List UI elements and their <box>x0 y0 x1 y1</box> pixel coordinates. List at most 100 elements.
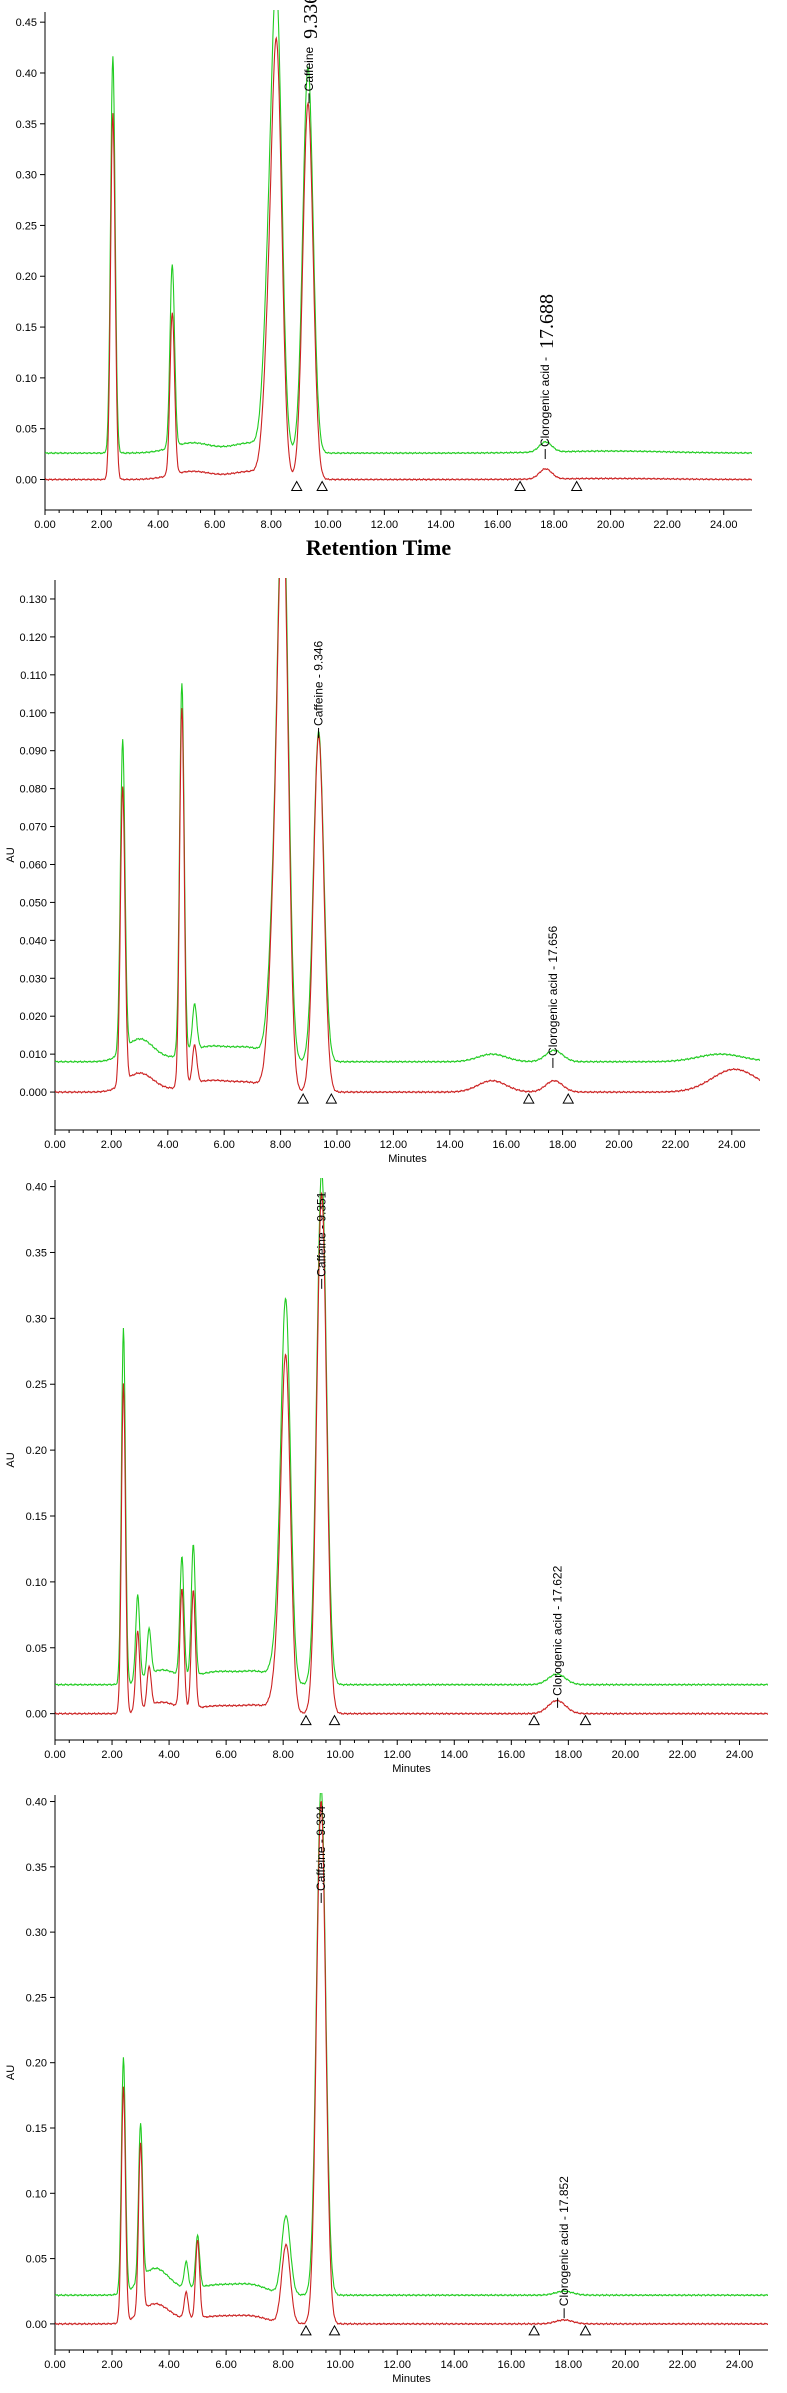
axes: 0.00 2.00 4.00 6.00 8.00 10.00 12.00 14.00 16.00… <box>26 1795 768 2371</box>
x-tick-label: 22.00 <box>669 2359 697 2371</box>
axes: 0.00 2.00 4.00 6.00 8.00 10.00 12.00 14.00 16.00… <box>26 1180 768 1761</box>
x-tick-label: 20.00 <box>612 2359 640 2371</box>
x-tick-label: 4.00 <box>147 519 168 531</box>
x-tick-label: 22.00 <box>662 1139 690 1151</box>
x-tick-label: 14.00 <box>436 1139 464 1151</box>
chromatogram-3: 0.00 2.00 4.00 6.00 8.00 10.00 12.00 14.00 16.00… <box>5 1178 768 1775</box>
series-line-1 <box>55 1178 768 1687</box>
peak-label: Clorogenic acid - 17.852 <box>557 2176 571 2306</box>
y-tick-label: 0.30 <box>26 1313 47 1325</box>
x-tick-label: 10.00 <box>326 1749 354 1761</box>
peak-value-label: 17.688 <box>536 294 558 349</box>
x-tick-label: 16.00 <box>492 1139 520 1151</box>
x-tick-label: 10.00 <box>314 519 342 531</box>
y-tick-label: 0.35 <box>26 1862 47 1874</box>
integration-marker <box>528 1714 540 1726</box>
x-tick-label: 22.00 <box>669 1749 697 1761</box>
y-tick-label: 0.15 <box>16 322 37 334</box>
integration-marker <box>328 2324 341 2336</box>
chromatogram-1: 0.00 2.00 4.00 6.00 8.00 10.00 12.00 14.00 16.00… <box>16 0 752 560</box>
series-line-1 <box>45 10 752 455</box>
y-tick-label: 0.45 <box>16 17 37 29</box>
integration-marker <box>562 1093 575 1104</box>
y-tick-label: 0.05 <box>16 424 37 436</box>
integration-marker <box>290 480 303 492</box>
x-axis-title: Minutes <box>392 2373 431 2385</box>
series-line-1 <box>55 578 760 1064</box>
y-tick-label: 0.00 <box>26 1709 47 1721</box>
y-tick-label: 0.110 <box>20 670 47 682</box>
x-tick-label: 8.00 <box>272 2359 293 2371</box>
x-tick-label: 8.00 <box>261 519 282 531</box>
x-tick-label: 2.00 <box>101 1749 122 1761</box>
y-tick-label: 0.15 <box>26 1511 47 1523</box>
y-tick-label: 0.35 <box>26 1247 47 1259</box>
y-tick-label: 0.040 <box>19 935 47 947</box>
x-tick-label: 20.00 <box>612 1749 640 1761</box>
traces <box>55 1793 768 2326</box>
y-tick-label: 0.40 <box>26 1182 47 1194</box>
x-axis-title: Minutes <box>388 1153 427 1165</box>
x-tick-label: 16.00 <box>498 2359 526 2371</box>
y-tick-label: 0.010 <box>19 1049 47 1061</box>
x-tick-label: 4.00 <box>158 1749 179 1761</box>
x-tick-label: 6.00 <box>215 2359 236 2371</box>
x-tick-label: 2.00 <box>101 2359 122 2371</box>
x-tick-label: 12.00 <box>383 1749 411 1761</box>
x-tick-label: 18.00 <box>549 1139 577 1151</box>
peak-label: Clorogenic acid - <box>538 357 552 447</box>
y-tick-label: 0.100 <box>19 708 47 720</box>
x-tick-label: 0.00 <box>34 519 55 531</box>
x-tick-label: 18.00 <box>540 519 568 531</box>
integration-marker <box>514 480 526 492</box>
x-tick-label: 20.00 <box>597 519 625 531</box>
x-tick-label: 14.00 <box>441 1749 469 1761</box>
y-tick-label: 0.10 <box>16 373 37 385</box>
x-tick-label: 0.00 <box>44 1749 65 1761</box>
x-tick-label: 14.00 <box>427 519 455 531</box>
series-line-2 <box>55 1191 768 1716</box>
y-tick-label: 0.10 <box>26 2188 47 2200</box>
y-axis-title: AU <box>5 2065 17 2080</box>
integration-marker <box>325 1093 338 1104</box>
y-tick-label: 0.20 <box>26 1445 47 1457</box>
x-tick-label: 24.00 <box>726 1749 754 1761</box>
series-line-2 <box>45 36 752 482</box>
x-tick-label: 24.00 <box>710 519 738 531</box>
series-line-2 <box>55 578 760 1094</box>
y-tick-label: 0.080 <box>19 784 47 796</box>
integration-marker <box>328 1714 341 1726</box>
y-tick-label: 0.30 <box>26 1927 47 1939</box>
peak-label: Caffeine - 9.334 <box>314 1805 328 1890</box>
integration-marker <box>528 2324 540 2336</box>
x-tick-label: 18.00 <box>555 2359 583 2371</box>
y-tick-label: 0.070 <box>19 822 47 834</box>
y-tick-label: 0.25 <box>16 220 37 232</box>
chromatogram-2: 0.00 2.00 4.00 6.00 8.00 10.00 12.00 14.00 16.00… <box>5 578 760 1165</box>
series-line-1 <box>55 1793 768 2297</box>
integration-marker <box>579 1714 592 1726</box>
peak-label: Clorogenic acid - 17.622 <box>551 1565 565 1695</box>
y-tick-label: 0.050 <box>19 897 47 909</box>
y-tick-label: 0.060 <box>19 859 47 871</box>
axes: 0.00 2.00 4.00 6.00 8.00 10.00 12.00 14.00 16.00… <box>16 12 752 531</box>
integration-marker <box>300 2324 312 2336</box>
x-tick-label: 20.00 <box>605 1139 633 1151</box>
y-tick-label: 0.10 <box>26 1577 47 1589</box>
x-tick-label: 10.00 <box>323 1139 351 1151</box>
x-tick-label: 2.00 <box>101 1139 122 1151</box>
x-tick-label: 6.00 <box>204 519 225 531</box>
integration-marker <box>316 480 328 492</box>
x-tick-label: 22.00 <box>653 519 681 531</box>
peak-label: Caffeine - 9.346 <box>312 640 326 725</box>
peak-label: Clorogenic acid - 17.656 <box>546 926 560 1056</box>
integration-marker <box>570 480 583 492</box>
x-tick-label: 2.00 <box>91 519 112 531</box>
peak-value-label: 9.336 <box>300 0 322 39</box>
y-axis-title: AU <box>5 847 17 862</box>
y-axis-title: AU <box>5 1452 17 1467</box>
traces <box>55 578 760 1094</box>
x-tick-label: 24.00 <box>726 2359 754 2371</box>
integration-marker <box>297 1093 310 1104</box>
